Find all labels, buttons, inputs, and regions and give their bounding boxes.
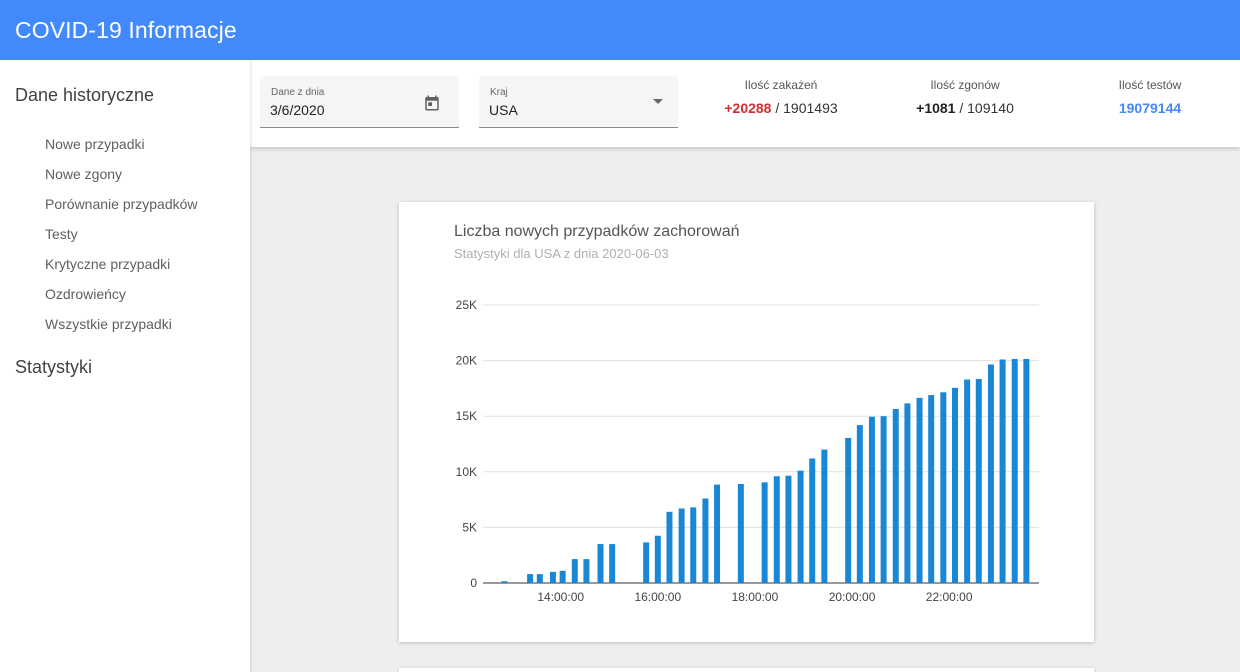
y-tick-label: 15K [456,409,477,423]
bar[interactable] [999,359,1006,583]
bar[interactable] [940,392,947,583]
bar[interactable] [654,535,661,583]
y-tick-label: 5K [462,520,477,534]
nav-list-historical: Nowe przypadki Nowe zgony Porównanie prz… [0,134,250,344]
chart-title: Liczba nowych przypadków zachorowań [454,223,740,240]
bar[interactable] [821,449,828,583]
nav-item-new-cases[interactable]: Nowe przypadki [45,136,145,152]
bar[interactable] [643,542,650,583]
stat-deaths: Ilość zgonów +1081 / 109140 [916,78,1014,116]
app-bar: COVID-19 Informacje [0,0,1240,60]
stat-cases-label: Ilość zakażeń [744,78,818,92]
stat-cases-delta: +20288 [724,100,772,116]
new-cases-bar-chart: 0 5K 10K 15K 20K 25K 14:00:00 16:00:00 18:00:00 2… [456,298,1039,604]
x-tick-label: 14:00:00 [537,590,584,604]
bar[interactable] [964,379,971,583]
y-tick-label: 10K [456,465,477,479]
y-tick-label: 20K [456,354,477,368]
x-tick-label: 20:00:00 [829,590,876,604]
nav-item-all-cases[interactable]: Wszystkie przypadki [45,316,172,332]
bar[interactable] [928,395,935,583]
stat-cases: Ilość zakażeń +20288 / 1901493 [724,78,837,116]
app-title: COVID-19 Informacje [15,16,237,43]
nav-section-stats[interactable]: Statystyki [15,357,93,377]
bar[interactable] [892,408,899,583]
sidebar: Dane historyczne Nowe przypadki Nowe zgo… [0,60,250,672]
bar[interactable] [559,570,566,583]
bar[interactable] [1023,358,1030,583]
stat-cases-values: +20288 / 1901493 [724,100,837,116]
bar[interactable] [737,484,744,583]
bar[interactable] [951,387,958,583]
nav-item-tests[interactable]: Testy [45,226,78,242]
bar[interactable] [549,571,556,583]
date-field-value[interactable]: 3/6/2020 [270,102,325,118]
nav-item-new-deaths[interactable]: Nowe zgony [45,166,123,182]
bar[interactable] [597,544,604,583]
stat-deaths-delta: +1081 [916,100,956,116]
bar[interactable] [975,378,982,583]
bar[interactable] [856,425,863,583]
filter-bar: Dane z dnia 3/6/2020 Kraj USA Ilość zaka… [250,60,1240,147]
bar[interactable] [678,508,685,583]
bar[interactable] [527,574,534,583]
bar[interactable] [809,458,816,583]
nav-item-case-comparison[interactable]: Porównanie przypadków [45,196,198,212]
bar[interactable] [714,484,721,583]
bar[interactable] [702,498,709,583]
nav-item-critical-cases[interactable]: Krytyczne przypadki [45,256,171,272]
stat-tests-label: Ilość testów [1118,78,1182,92]
stat-deaths-separator: / [959,100,964,116]
bar[interactable] [868,416,875,583]
stat-cases-separator: / [775,100,780,116]
x-tick-label: 22:00:00 [926,590,973,604]
date-field[interactable]: Dane z dnia 3/6/2020 [260,76,459,128]
bar[interactable] [785,475,792,583]
bar[interactable] [761,482,768,583]
x-tick-label: 16:00:00 [634,590,681,604]
bar[interactable] [501,581,508,583]
stat-deaths-values: +1081 / 109140 [916,100,1014,116]
bar[interactable] [583,559,590,583]
y-tick-label: 25K [456,298,477,312]
stat-tests-total: 19079144 [1118,100,1182,116]
bar[interactable] [845,437,852,583]
bar[interactable] [1011,358,1018,583]
calendar-icon[interactable] [423,94,441,112]
stat-deaths-label: Ilość zgonów [930,78,1000,92]
y-tick-label: 0 [470,576,477,590]
dropdown-caret-icon[interactable] [653,99,663,104]
second-chart-card [399,668,1094,672]
bar[interactable] [904,403,911,583]
bar[interactable] [571,559,578,583]
x-tick-label: 18:00:00 [732,590,779,604]
country-select-label: Kraj [490,87,508,98]
stat-deaths-total: 109140 [967,100,1014,116]
bar[interactable] [880,416,887,583]
chart-subtitle: Statystyki dla USA z dnia 2020-06-03 [454,246,669,261]
date-field-label: Dane z dnia [271,87,325,98]
country-select[interactable]: Kraj USA [479,76,678,128]
nav-item-recovered[interactable]: Ozdrowieńcy [45,286,126,302]
stat-tests-values: 19079144 [1119,100,1182,116]
stat-tests: Ilość testów 19079144 [1119,78,1182,116]
chart-card: Liczba nowych przypadków zachorowań Stat… [399,202,1094,642]
bar[interactable] [916,397,923,583]
bar[interactable] [797,470,804,583]
bar[interactable] [773,476,780,583]
bar[interactable] [987,364,994,583]
bar[interactable] [666,511,673,583]
nav-section-historical[interactable]: Dane historyczne [15,85,155,105]
bar[interactable] [609,544,616,583]
bar[interactable] [690,507,697,583]
country-select-value[interactable]: USA [489,102,518,118]
stat-cases-total: 1901493 [783,100,838,116]
bar[interactable] [536,574,543,583]
